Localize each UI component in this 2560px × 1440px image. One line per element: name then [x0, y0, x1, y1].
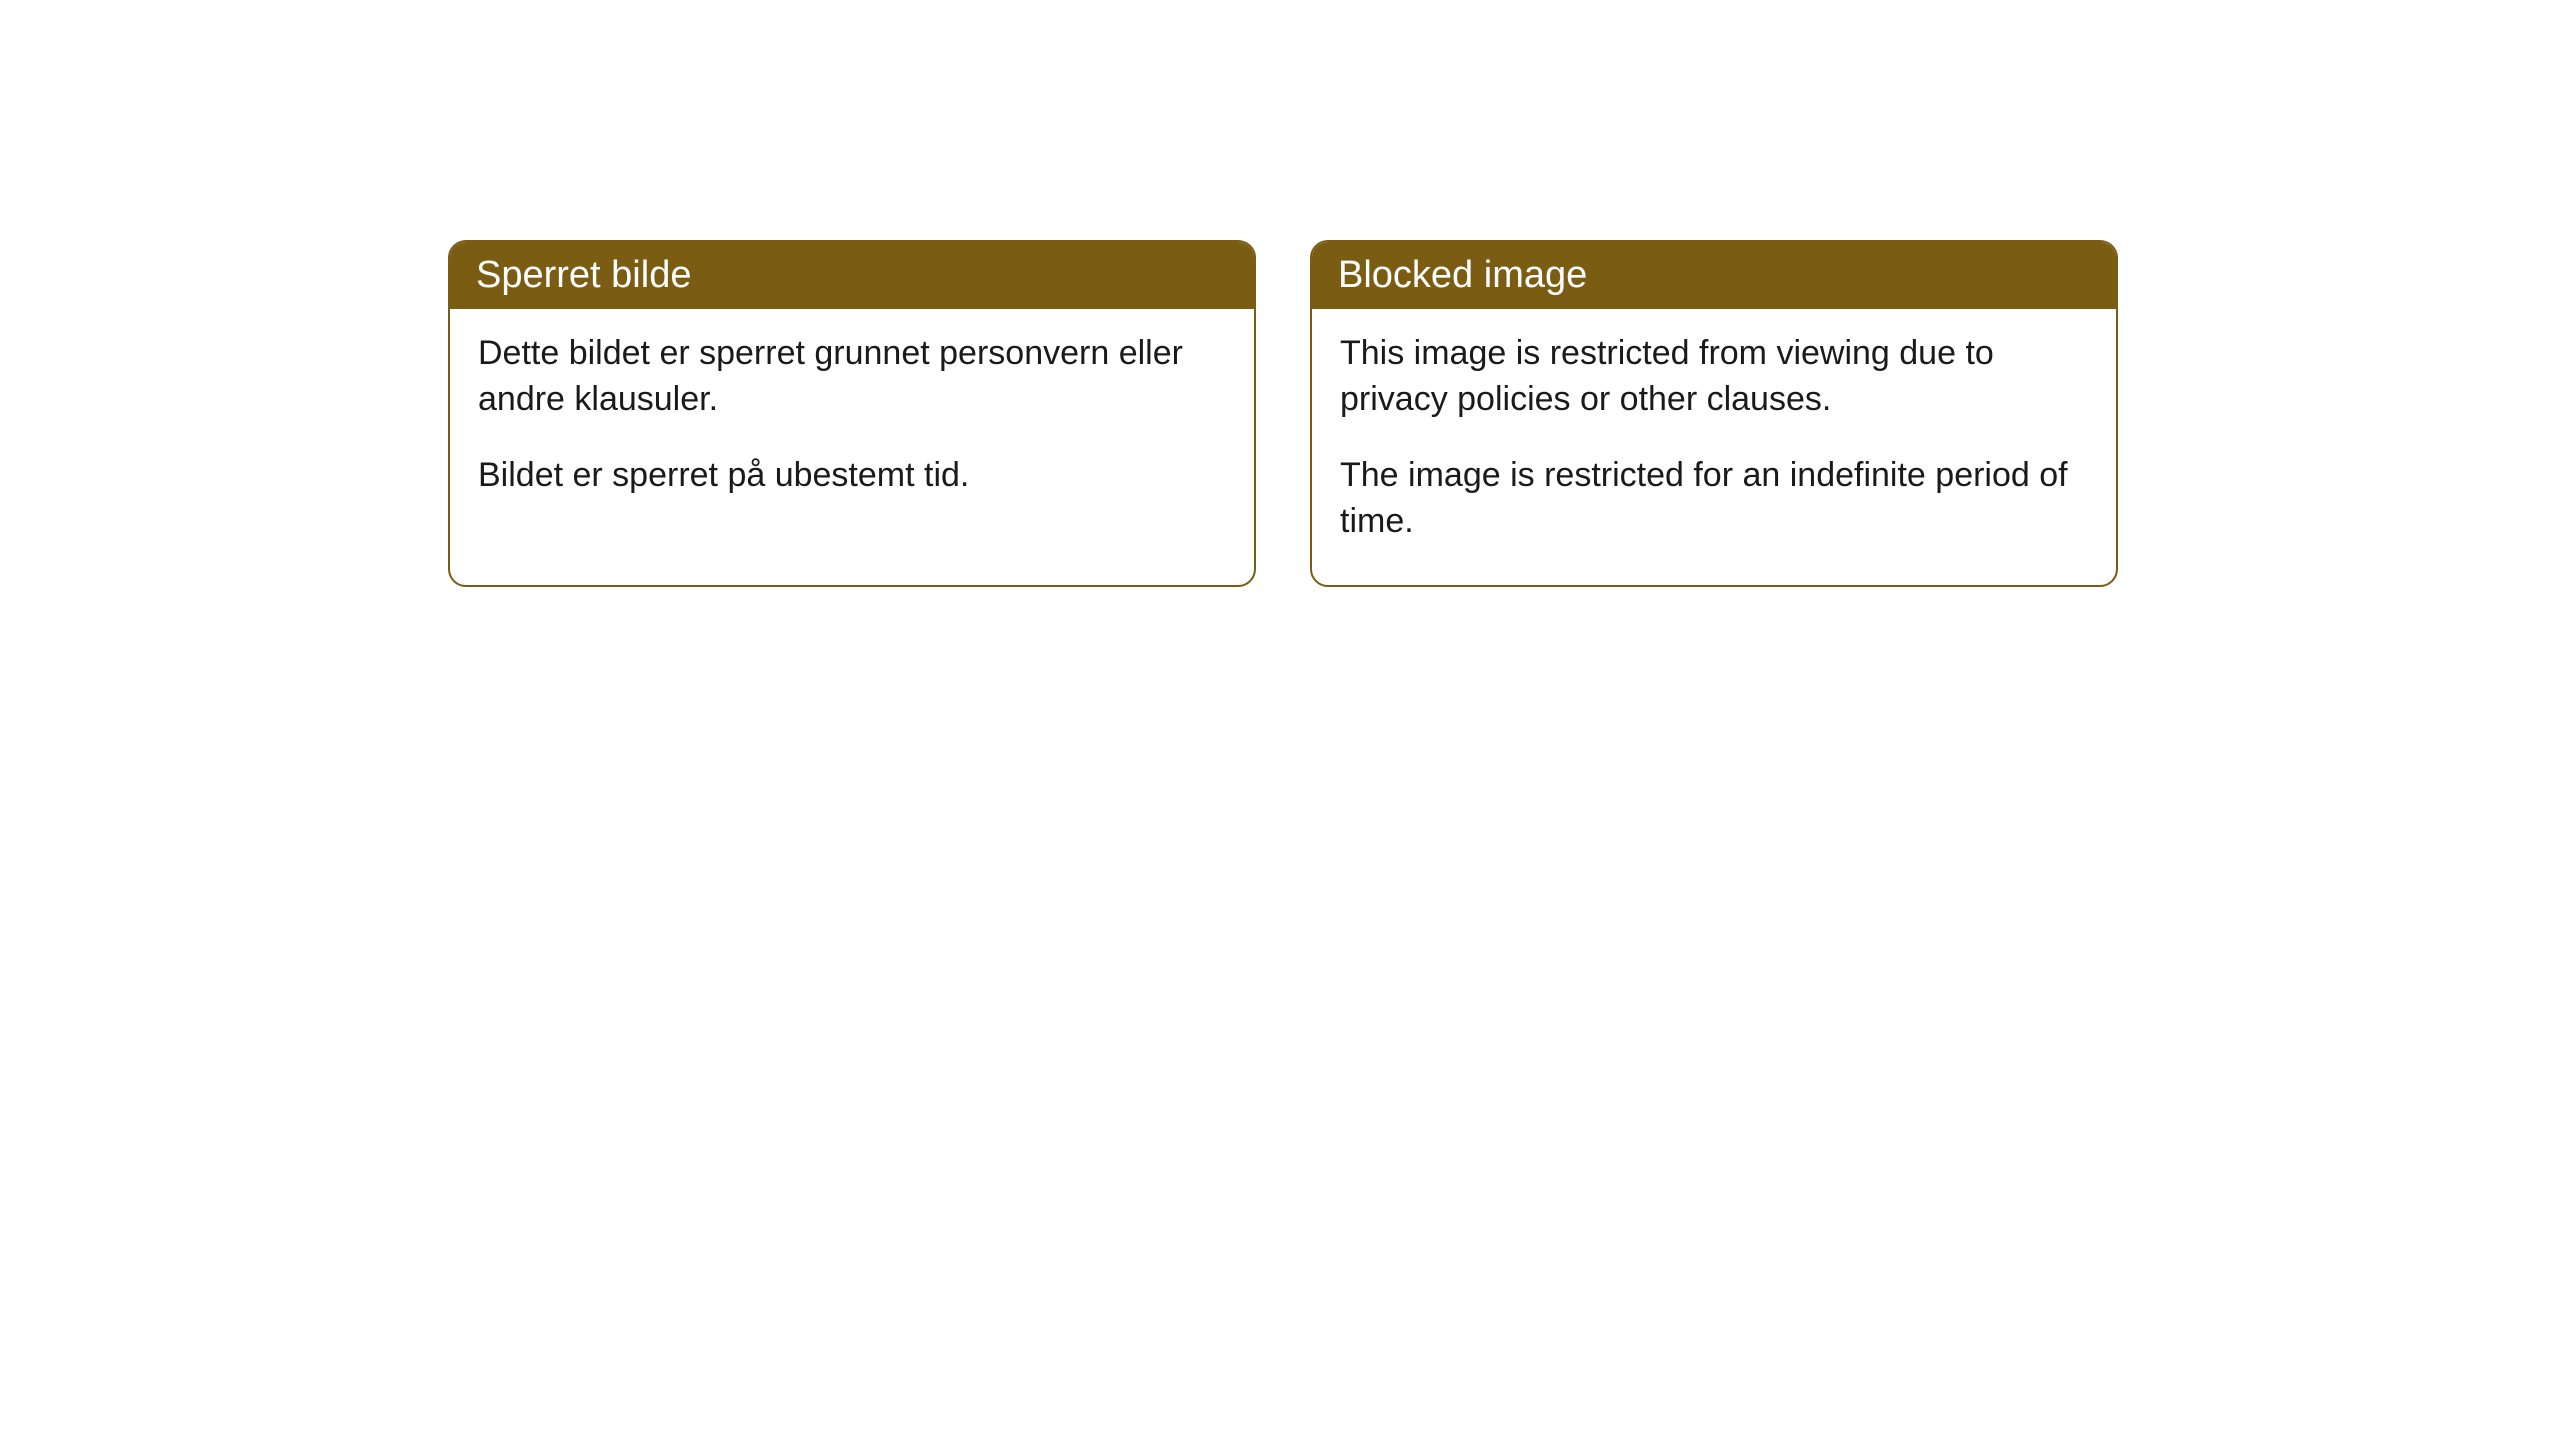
notice-body-english: This image is restricted from viewing du… [1312, 309, 2116, 585]
notice-text-english-p2: The image is restricted for an indefinit… [1340, 453, 2088, 545]
notice-card-norwegian: Sperret bilde Dette bildet er sperret gr… [448, 240, 1256, 587]
notice-card-english: Blocked image This image is restricted f… [1310, 240, 2118, 587]
notice-body-norwegian: Dette bildet er sperret grunnet personve… [450, 309, 1254, 539]
notice-text-norwegian-p1: Dette bildet er sperret grunnet personve… [478, 331, 1226, 423]
notice-title-norwegian: Sperret bilde [476, 254, 691, 296]
notice-container: Sperret bilde Dette bildet er sperret gr… [0, 0, 2560, 587]
notice-text-norwegian-p2: Bildet er sperret på ubestemt tid. [478, 453, 1226, 499]
notice-title-english: Blocked image [1338, 254, 1587, 296]
notice-header-norwegian: Sperret bilde [450, 242, 1254, 309]
notice-header-english: Blocked image [1312, 242, 2116, 309]
notice-text-english-p1: This image is restricted from viewing du… [1340, 331, 2088, 423]
